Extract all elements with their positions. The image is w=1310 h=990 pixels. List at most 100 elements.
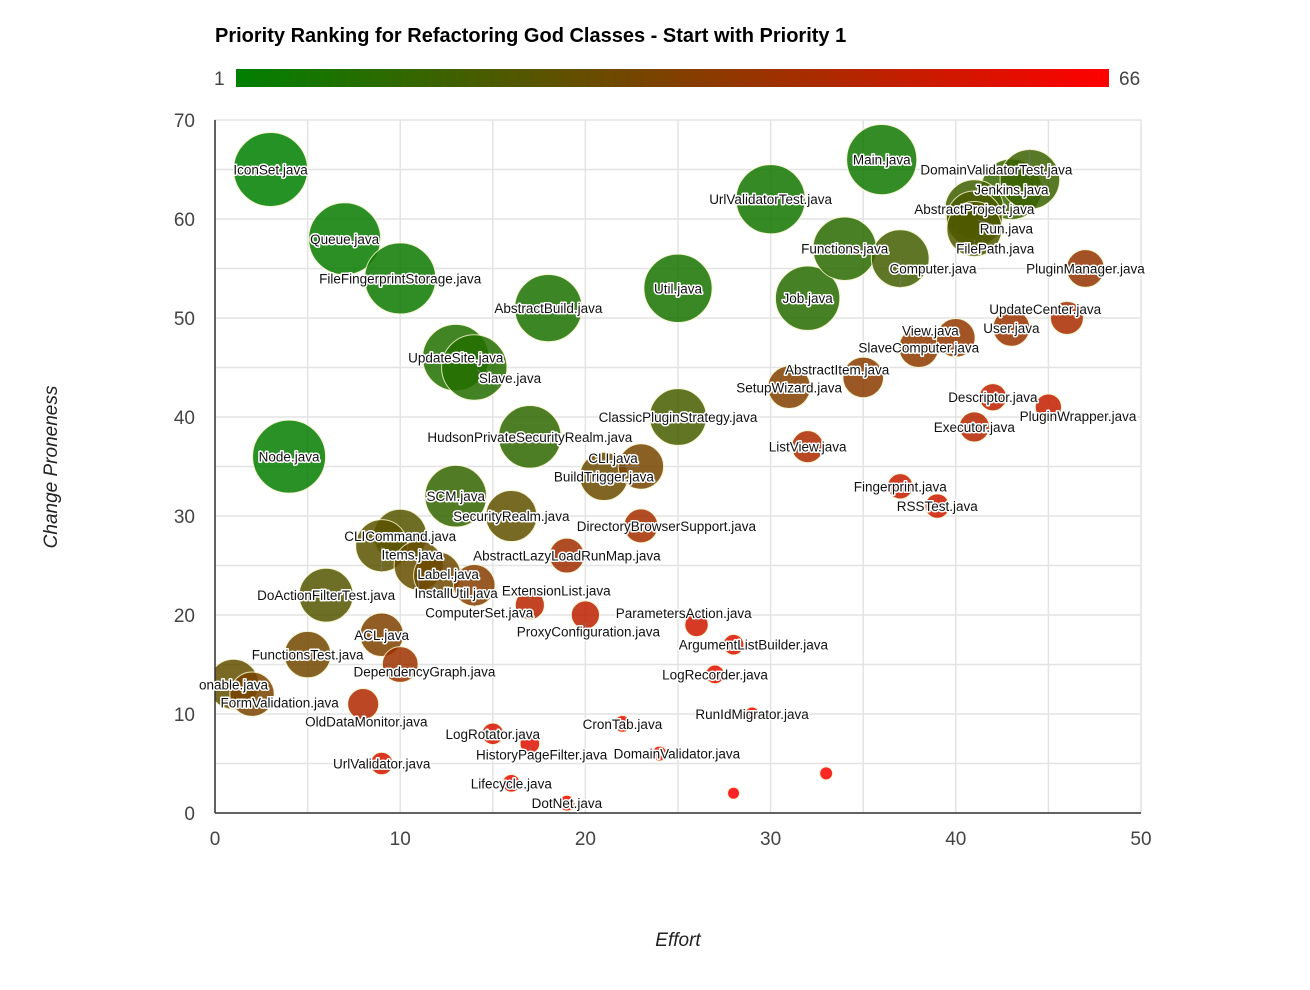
bubble[interactable] [233,132,309,207]
bubble[interactable] [887,473,914,500]
bubble[interactable] [441,334,508,401]
bubble[interactable] [643,253,713,323]
bubble[interactable] [842,356,885,399]
bubble-label: Items.java [381,548,443,563]
color-legend-min: 1 [214,69,225,90]
bubble-label: RSSTest.java [897,499,979,514]
bubble[interactable] [722,633,745,656]
bubble[interactable] [999,149,1061,210]
bubble[interactable] [364,242,437,315]
bubble-label: DoActionFilterTest.java [257,588,396,603]
x-tick-label: 0 [210,829,221,850]
bubble[interactable] [774,265,841,331]
bubble-label: PluginManager.java [1026,262,1145,277]
bubble[interactable] [519,733,541,755]
bubble-label: AbstractBuild.java [494,301,603,316]
bubble[interactable] [369,751,394,776]
bubble[interactable] [229,671,275,717]
bubble-label: HistoryPageFilter.java [476,748,608,763]
bubble-label: onable.java [199,677,269,692]
bubble[interactable] [1066,249,1105,288]
bubble[interactable] [992,309,1031,347]
y-axis-title: Change Proneness [41,385,62,548]
bubble-label: ArgumentListBuilder.java [679,638,829,653]
bubble-label: Run.java [980,221,1034,236]
bubble[interactable] [651,745,668,762]
bubble[interactable] [424,464,488,528]
bubble[interactable] [252,419,327,494]
bubble-label: BuildTrigger.java [554,469,655,484]
bubble-label: Jenkins.java [974,182,1049,197]
bubble[interactable] [613,715,632,733]
bubble[interactable] [558,794,576,812]
label-leader-line [476,369,501,389]
color-gradient-bar [236,69,1109,87]
bubble[interactable] [298,567,354,623]
bubble[interactable] [570,600,601,630]
x-tick-label: 30 [760,829,781,850]
y-tick-label: 0 [184,804,195,825]
bubble-label: ComputerSet.java [425,606,534,621]
bubble-label: ProxyConfiguration.java [517,624,661,639]
x-tick-label: 10 [390,829,411,850]
bubble-label: PluginWrapper.java [1020,409,1137,424]
bubble-label: Slave.java [479,371,542,386]
bubble-label: Job.java [782,291,833,306]
bubble[interactable] [514,273,583,343]
x-axis-title: Effort [655,930,701,951]
bubble[interactable] [359,612,404,658]
bubble[interactable] [978,383,1007,412]
bubble[interactable] [924,493,950,519]
bubble[interactable] [744,706,760,722]
bubble-label: Lifecycle.java [471,776,553,791]
bubble-label: Node.java [259,450,320,465]
bubble[interactable] [381,646,419,683]
label-leader-lines [362,149,1068,754]
bubble[interactable] [727,786,741,800]
bubble-label: Descriptor.java [948,390,1038,405]
chart-title: Priority Ranking for Refactoring God Cla… [215,25,846,47]
bubble-label: SCM.java [427,489,486,504]
bubble-label: CronTab.java [583,717,663,732]
bubble[interactable] [649,388,707,446]
bubble[interactable] [705,664,725,685]
bubble[interactable] [548,537,585,574]
bubble-label: Util.java [654,281,703,296]
bubble[interactable] [498,405,562,469]
bubble-label: ClassicPluginStrategy.java [599,410,758,425]
bubble[interactable] [308,202,382,276]
bubble-label: SecurityRealm.java [453,509,570,524]
bubble-label: UrlValidatorTest.java [709,192,832,207]
bubble[interactable] [767,365,811,410]
bubble-label: Label.java [417,567,479,582]
bubble[interactable] [846,124,918,196]
x-tick-label: 20 [575,829,596,850]
bubble-label: DirectoryBrowserSupport.java [577,519,757,534]
bubble-label: HudsonPrivateSecurityRealm.java [427,430,632,445]
bubble[interactable] [958,411,990,443]
bubble-label: Fingerprint.java [854,479,948,494]
bubble-label: SetupWizard.java [736,380,842,395]
bubble[interactable] [283,630,332,679]
bubble-label: DomainValidatorTest.java [920,162,1073,177]
bubble-label: View.java [902,323,959,338]
bubble-label: InstallUtil.java [415,586,499,601]
bubble[interactable] [501,773,521,793]
bubble[interactable] [481,722,505,746]
bubble-label: OldDataMonitor.java [305,714,428,729]
bubble-label: FileFingerprintStorage.java [319,271,482,286]
bubble[interactable] [935,317,976,358]
color-legend: 1 66 [214,69,1140,90]
bubble-label: LogRecorder.java [662,667,768,682]
bubble-label: LogRotator.java [446,727,541,742]
bubble-label: AbstractProject.java [914,202,1035,217]
bubble[interactable] [485,489,538,543]
bubble[interactable] [819,766,834,781]
bubble[interactable] [735,164,806,235]
bubble[interactable] [623,508,659,544]
bubble[interactable] [791,430,825,464]
bubble-label: UpdateSite.java [408,351,504,366]
x-tick-label: 50 [1130,829,1151,850]
bubble-labels: IconSet.java Node.java Queue.java FileFinge… [197,151,1146,812]
